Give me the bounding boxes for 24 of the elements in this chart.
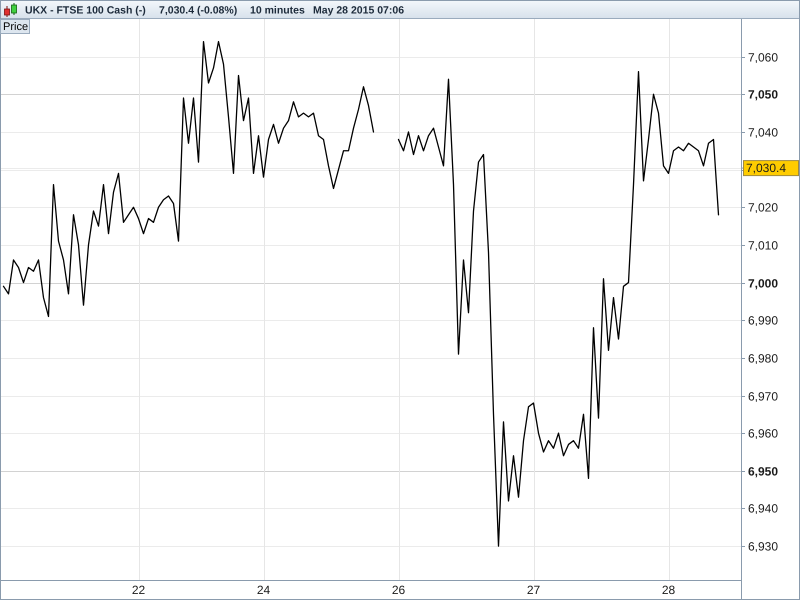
x-tick-label: 26 [392, 583, 406, 597]
y-tick-label: 6,950 [748, 464, 778, 478]
x-tick-label: 24 [256, 583, 270, 597]
y-tick-label: 7,060 [748, 50, 778, 64]
y-tick-label: 7,020 [748, 200, 778, 214]
text: Price [3, 21, 28, 33]
text: May 28 2015 07:06 [313, 4, 404, 16]
y-tick-label: 6,980 [748, 352, 778, 366]
y-tick-label: 6,940 [748, 502, 778, 516]
y-tick-label: 6,970 [748, 390, 778, 404]
chart-subtitle: 7,030.4 (-0.08%) [159, 4, 238, 16]
x-tick-label: 22 [132, 583, 146, 597]
x-tick-label: 28 [662, 583, 676, 597]
y-tick-label: 6,930 [748, 540, 778, 554]
y-tick-label: 7,000 [748, 276, 778, 290]
text: 10 minutes [250, 4, 306, 16]
y-tick-label: 6,990 [748, 314, 778, 328]
y-tick-label: 6,960 [748, 426, 778, 440]
y-tick-label: 7,050 [748, 88, 778, 102]
y-tick-label: 7,030.4 [746, 161, 786, 176]
y-tick-label: 7,040 [748, 126, 778, 140]
x-tick-label: 27 [526, 583, 540, 597]
y-tick-label: 7,010 [748, 238, 778, 252]
chart-title: UKX - FTSE 100 Cash (-) [25, 4, 146, 16]
